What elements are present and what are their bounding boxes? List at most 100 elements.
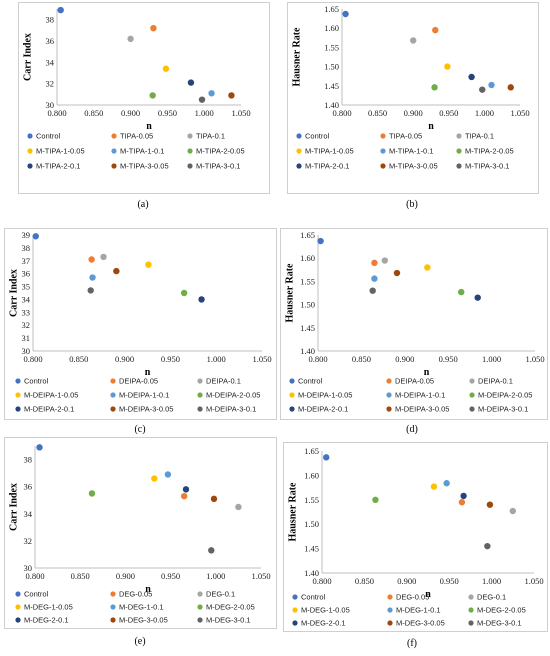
y-axis-title: Carr Index: [8, 269, 19, 317]
x-tick-label: 1.050: [524, 576, 543, 586]
legend-marker: [27, 148, 33, 154]
x-tick-label: 0.950: [439, 108, 458, 118]
legend-item: M-DEIPA-3-0.1: [469, 405, 528, 414]
y-tick-label: 1.45: [300, 323, 315, 333]
legend-marker: [187, 133, 193, 139]
data-point: [458, 288, 465, 296]
data-point: [468, 73, 475, 81]
chart-svg-e: 0.800 0.850 0.900 0.950 1.000 1.050 30 32 34 36 38…: [8, 444, 271, 625]
legend-marker: [111, 163, 117, 169]
legend-label: M-DEIPA-2-0.05: [478, 391, 532, 400]
chart-svg-f: 0.800 0.850 0.900 0.950 1.000 1.050 1.40 1.45 1.…: [287, 446, 543, 628]
data-point: [208, 547, 215, 554]
legend-label: M-TIPA-3-0.1: [465, 162, 509, 171]
legend-marker: [456, 163, 462, 169]
legend-label: DEIPA-0.1: [206, 377, 241, 386]
x-tick-label: 1.050: [510, 108, 529, 118]
data-point: [150, 25, 157, 32]
y-tick-label: 34: [24, 509, 33, 519]
legend-label: M-DEG-3-0.05: [396, 619, 445, 628]
data-point: [458, 499, 466, 506]
panel-label-f: (f): [407, 638, 417, 649]
legend-item: TIPA-0.1: [456, 132, 494, 141]
legend-marker: [292, 594, 298, 600]
x-tick-label: 0.900: [404, 108, 423, 118]
data-point: [371, 259, 378, 267]
data-point: [424, 264, 431, 271]
legend-label: DEIPA-0.05: [119, 377, 158, 386]
data-point: [88, 490, 96, 497]
y-tick-label: 1.65: [324, 4, 339, 14]
x-tick-label: 0.950: [161, 354, 180, 364]
y-tick-label: 36: [24, 482, 33, 492]
legend-label: M-TIPA-2-0.05: [196, 147, 245, 156]
legend-label: DEG-0.1: [477, 593, 506, 602]
legend-label: M-TIPA-3-0.05: [389, 162, 438, 171]
legend-label: Control: [36, 132, 61, 141]
legend-marker: [292, 620, 298, 626]
legend-marker: [292, 607, 298, 613]
x-tick-label: 0.800: [332, 108, 351, 118]
legend-marker: [469, 378, 475, 384]
legend-label: M-DEG-1-0.05: [301, 606, 350, 615]
chart-svg-d: 0.800 0.850 0.900 0.950 1.000 1.050 1.40 1.45 1.…: [284, 230, 544, 414]
x-axis-title: n: [145, 584, 151, 595]
legend-label: M-TIPA-3-0.1: [196, 162, 240, 171]
legend-item: TIPA-0.05: [380, 132, 422, 141]
legend-marker: [111, 133, 117, 139]
y-tick-label: 1.60: [324, 23, 339, 33]
data-point: [507, 84, 514, 91]
data-point: [479, 86, 486, 93]
legend-item: M-TIPA-3-0.05: [111, 162, 169, 171]
x-tick-label: 0.950: [158, 108, 177, 118]
legend-marker: [27, 133, 33, 139]
legend-marker: [456, 148, 462, 154]
legend-marker: [197, 591, 203, 597]
data-point: [127, 35, 134, 43]
y-tick-label: 33: [22, 307, 31, 317]
legend-marker: [468, 620, 474, 626]
legend-label: M-DEG-2-0.1: [301, 619, 346, 628]
legend-item: M-TIPA-1-0.05: [27, 147, 85, 156]
x-tick-label: 0.900: [115, 354, 134, 364]
legend-marker: [386, 392, 392, 398]
legend-item: M-DEG-1-0.1: [387, 606, 441, 615]
data-point: [100, 253, 107, 261]
y-tick-label: 1.40: [300, 346, 315, 356]
data-point: [36, 444, 43, 451]
y-tick-label: 1.60: [304, 470, 319, 480]
legend-item: M-DEG-2-0.05: [468, 606, 526, 615]
y-tick-label: 1.40: [304, 568, 319, 578]
x-tick-label: 0.850: [368, 108, 387, 118]
legend-marker: [110, 392, 116, 398]
data-point: [410, 37, 417, 44]
legend-label: M-DEIPA-2-0.1: [24, 405, 74, 414]
x-tick-label: 0.900: [395, 354, 414, 364]
data-point: [342, 10, 349, 18]
data-point: [323, 454, 330, 461]
data-point: [187, 79, 195, 86]
legend-label: M-DEIPA-3-0.05: [395, 405, 449, 414]
data-point: [164, 471, 172, 478]
legend-label: DEG-0.05: [396, 593, 429, 602]
legend-label: M-DEG-1-0.05: [24, 603, 73, 612]
legend-marker: [197, 406, 203, 412]
legend-item: DEIPA-0.1: [469, 377, 513, 386]
x-tick-label: 1.000: [482, 354, 501, 364]
legend-marker: [380, 133, 386, 139]
x-axis-title: n: [428, 121, 434, 132]
x-tick-label: 1.000: [207, 354, 226, 364]
legend-label: Control: [24, 377, 49, 386]
x-axis-title: n: [145, 367, 151, 378]
y-tick-label: 32: [46, 79, 55, 89]
legend-item: DEIPA-0.05: [386, 377, 434, 386]
legend-marker: [110, 617, 116, 623]
legend-label: M-DEIPA-3-0.1: [206, 405, 256, 414]
data-point: [484, 542, 491, 550]
data-point: [488, 81, 495, 89]
legend-label: M-TIPA-2-0.1: [36, 162, 80, 171]
legend-label: M-TIPA-1-0.1: [120, 147, 164, 156]
data-point: [460, 492, 467, 500]
data-point: [32, 233, 39, 240]
y-tick-label: 38: [22, 243, 31, 253]
